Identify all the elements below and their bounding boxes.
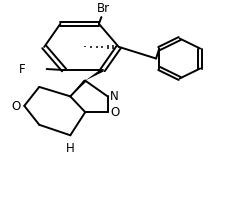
Polygon shape	[70, 80, 86, 96]
Text: H: H	[66, 142, 75, 155]
Text: O: O	[12, 100, 21, 113]
Text: F: F	[19, 63, 26, 75]
Text: Br: Br	[97, 2, 110, 15]
Polygon shape	[85, 69, 104, 81]
Text: O: O	[110, 106, 119, 119]
Text: N: N	[110, 90, 119, 104]
